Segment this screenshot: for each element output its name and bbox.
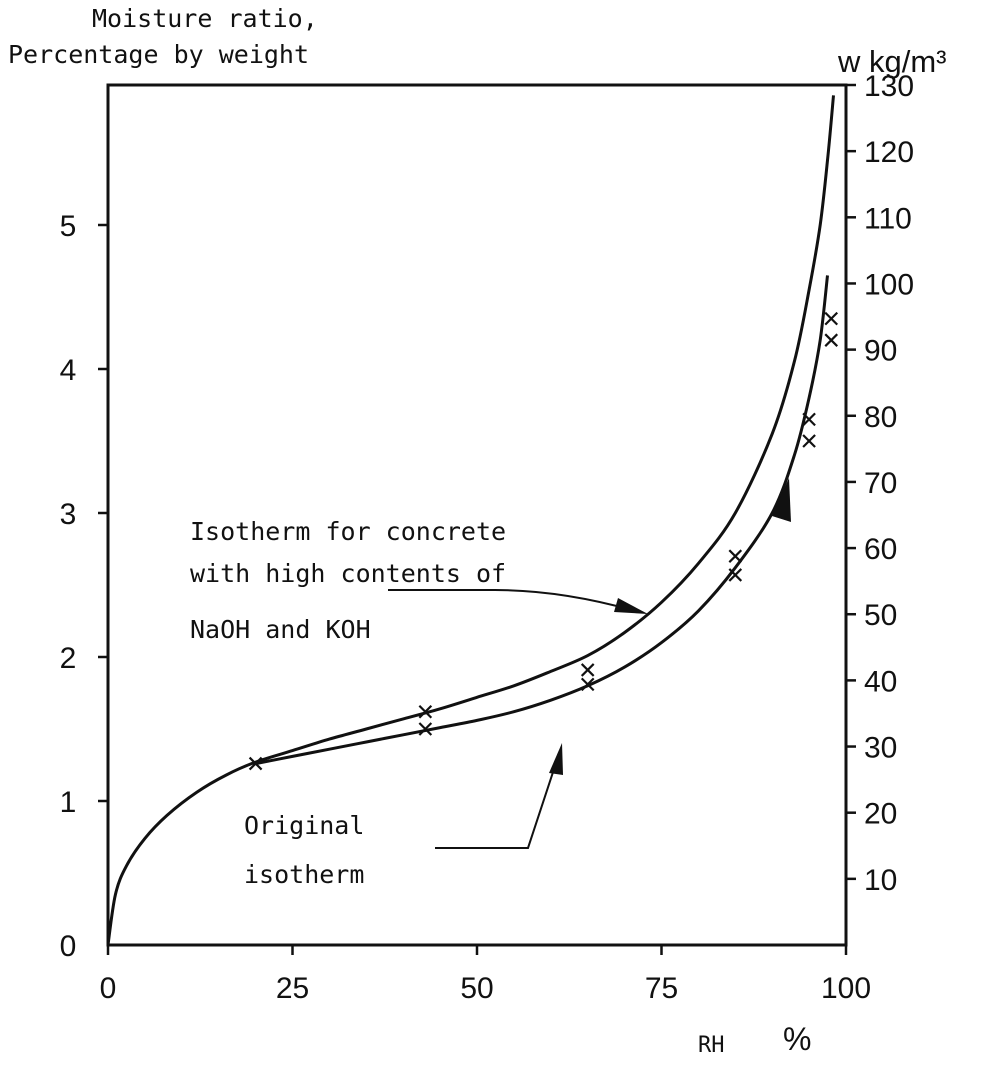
x-tick-label: 75 <box>645 972 678 1005</box>
y-right-tick-label: 20 <box>864 798 897 831</box>
annotation-lower-line2: isotherm <box>244 860 364 889</box>
measured-point-marker <box>418 704 433 719</box>
markers-layer <box>248 311 839 771</box>
left-axis-title-line2: Percentage by weight <box>8 40 309 69</box>
left-axis-title-line1: Moisture ratio, <box>92 4 318 33</box>
y-right-tick-label: 90 <box>864 335 897 368</box>
y-right-tick-label: 30 <box>864 732 897 765</box>
y-right-tick-label: 60 <box>864 533 897 566</box>
annotation-lower-arrowhead <box>549 743 563 775</box>
right-axis-title: w kg/m³ <box>837 44 947 79</box>
y-right-tick-label: 120 <box>864 136 914 169</box>
y-right-tick-label: 130 <box>864 70 914 103</box>
measured-point-marker <box>728 549 743 563</box>
annotation-lower-pointer <box>435 759 558 849</box>
ticks-layer: 0 25 50 75 100 0 1 2 3 4 5 10 20 30 40 50 60 70 80 90 100 110… <box>60 70 914 1005</box>
measured-point-marker <box>418 722 433 736</box>
y-right-tick-label: 70 <box>864 467 897 500</box>
measured-point-marker <box>728 568 743 582</box>
curve-direction-arrowhead <box>772 478 791 522</box>
y-right-tick-label: 110 <box>864 202 912 235</box>
annotation-upper-line1: Isotherm for concrete <box>190 517 506 546</box>
y-right-tick-label: 100 <box>864 268 914 301</box>
measured-point-marker <box>824 333 839 347</box>
measured-point-marker <box>802 412 816 427</box>
y-right-tick-label: 10 <box>864 864 897 897</box>
x-axis-label-prefix: RH <box>698 1033 725 1058</box>
y-right-tick-label: 80 <box>864 401 897 434</box>
x-tick-label: 50 <box>460 972 493 1005</box>
x-tick-label: 25 <box>276 972 309 1005</box>
x-axis-label-unit: % <box>783 1021 811 1057</box>
y-left-tick-label: 3 <box>60 498 77 531</box>
x-tick-label: 0 <box>100 972 117 1005</box>
annotation-upper-pointer <box>388 589 633 611</box>
measured-point-marker <box>580 663 595 677</box>
annotation-upper-arrowhead <box>614 598 648 614</box>
measured-point-marker <box>824 311 839 326</box>
annotation-lower-line1: Original <box>244 811 364 840</box>
isotherm-naoh-koh-line <box>106 95 835 946</box>
x-tick-label: 100 <box>821 972 871 1005</box>
y-left-tick-label: 2 <box>60 642 77 675</box>
y-right-tick-label: 50 <box>864 599 897 632</box>
annotation-upper-line3: NaOH and KOH <box>190 615 371 644</box>
y-left-tick-label: 0 <box>60 930 77 963</box>
y-left-tick-label: 1 <box>60 786 77 819</box>
annotation-upper-line2: with high contents of <box>190 559 506 588</box>
measured-point-marker <box>802 434 816 448</box>
y-left-tick-label: 4 <box>60 354 77 387</box>
measured-point-marker <box>580 677 595 692</box>
measured-point-marker <box>248 756 263 771</box>
y-left-tick-label: 5 <box>60 210 77 243</box>
y-right-tick-label: 40 <box>864 665 897 698</box>
